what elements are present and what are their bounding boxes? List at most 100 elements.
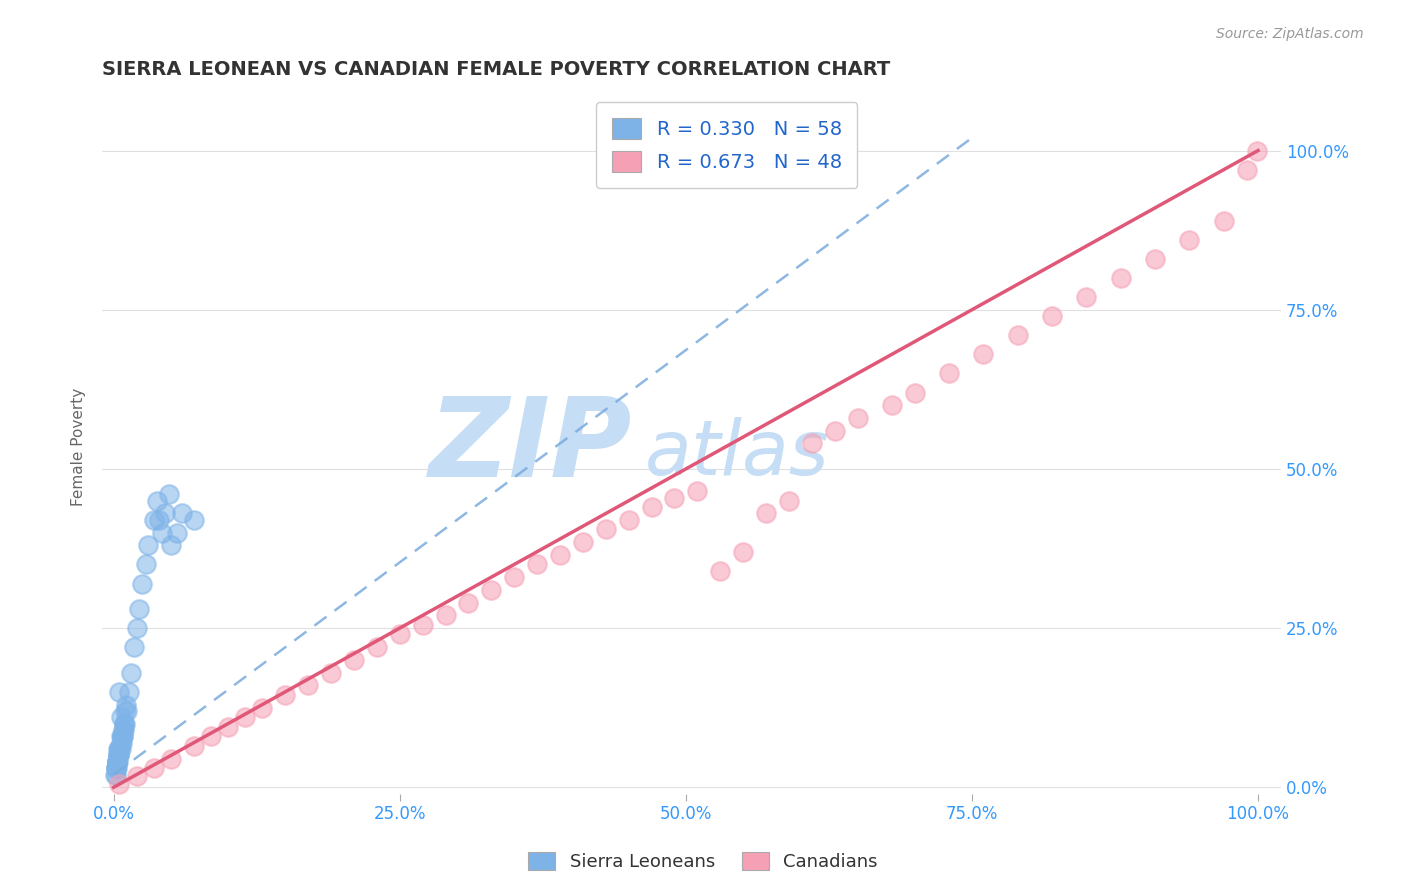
Point — [111, 730, 134, 744]
Point — [105, 755, 128, 769]
Point — [824, 424, 846, 438]
Point — [148, 513, 170, 527]
Point — [733, 545, 755, 559]
Point — [107, 755, 129, 769]
Point — [153, 507, 176, 521]
Point — [319, 665, 342, 680]
Point — [104, 761, 127, 775]
Point — [1076, 290, 1098, 304]
Point — [1178, 233, 1201, 247]
Text: atlas: atlas — [644, 417, 830, 491]
Point — [457, 596, 479, 610]
Legend: R = 0.330   N = 58, R = 0.673   N = 48: R = 0.330 N = 58, R = 0.673 N = 48 — [596, 103, 858, 187]
Point — [1040, 309, 1063, 323]
Point — [366, 640, 388, 655]
Point — [108, 748, 131, 763]
Point — [572, 535, 595, 549]
Point — [434, 608, 457, 623]
Point — [104, 761, 127, 775]
Point — [503, 570, 526, 584]
Point — [1007, 328, 1029, 343]
Point — [479, 582, 502, 597]
Point — [114, 704, 136, 718]
Point — [778, 493, 800, 508]
Point — [128, 602, 150, 616]
Point — [108, 742, 131, 756]
Point — [233, 710, 256, 724]
Point — [1212, 213, 1234, 227]
Point — [111, 736, 134, 750]
Text: Source: ZipAtlas.com: Source: ZipAtlas.com — [1216, 27, 1364, 41]
Text: ZIP: ZIP — [429, 393, 633, 500]
Point — [105, 761, 128, 775]
Point — [111, 730, 134, 744]
Point — [108, 742, 131, 756]
Point — [1144, 252, 1167, 266]
Point — [800, 436, 823, 450]
Point — [972, 347, 994, 361]
Point — [200, 730, 222, 744]
Point — [595, 523, 617, 537]
Y-axis label: Female Poverty: Female Poverty — [72, 387, 86, 506]
Point — [664, 491, 686, 505]
Point — [172, 507, 194, 521]
Point — [117, 685, 139, 699]
Point — [157, 487, 180, 501]
Point — [880, 398, 903, 412]
Point — [105, 755, 128, 769]
Point — [125, 621, 148, 635]
Point — [640, 500, 662, 515]
Point — [110, 736, 132, 750]
Point — [135, 558, 157, 572]
Point — [252, 700, 274, 714]
Point — [111, 730, 134, 744]
Point — [117, 704, 139, 718]
Point — [526, 558, 548, 572]
Point — [115, 698, 138, 712]
Point — [343, 653, 366, 667]
Point — [755, 507, 778, 521]
Point — [686, 484, 709, 499]
Point — [120, 665, 142, 680]
Point — [104, 761, 127, 775]
Point — [104, 767, 127, 781]
Point — [166, 525, 188, 540]
Point — [160, 538, 183, 552]
Point — [107, 748, 129, 763]
Point — [112, 716, 135, 731]
Point — [142, 513, 165, 527]
Point — [108, 742, 131, 756]
Point — [105, 755, 128, 769]
Point — [107, 742, 129, 756]
Point — [108, 748, 131, 763]
Point — [110, 710, 132, 724]
Point — [112, 723, 135, 737]
Point — [183, 513, 205, 527]
Text: SIERRA LEONEAN VS CANADIAN FEMALE POVERTY CORRELATION CHART: SIERRA LEONEAN VS CANADIAN FEMALE POVERT… — [103, 60, 890, 78]
Point — [160, 752, 183, 766]
Point — [107, 748, 129, 763]
Point — [548, 548, 571, 562]
Point — [412, 618, 434, 632]
Point — [297, 678, 319, 692]
Point — [1246, 144, 1268, 158]
Point — [108, 777, 131, 791]
Point — [108, 685, 131, 699]
Point — [105, 755, 128, 769]
Point — [131, 576, 153, 591]
Point — [183, 739, 205, 753]
Point — [111, 730, 134, 744]
Point — [150, 525, 173, 540]
Point — [904, 385, 927, 400]
Point — [125, 769, 148, 783]
Point — [114, 716, 136, 731]
Point — [122, 640, 145, 655]
Point — [107, 748, 129, 763]
Point — [1109, 271, 1132, 285]
Point — [146, 493, 169, 508]
Point — [111, 723, 134, 737]
Point — [112, 716, 135, 731]
Point — [938, 367, 960, 381]
Point — [105, 755, 128, 769]
Point — [136, 538, 159, 552]
